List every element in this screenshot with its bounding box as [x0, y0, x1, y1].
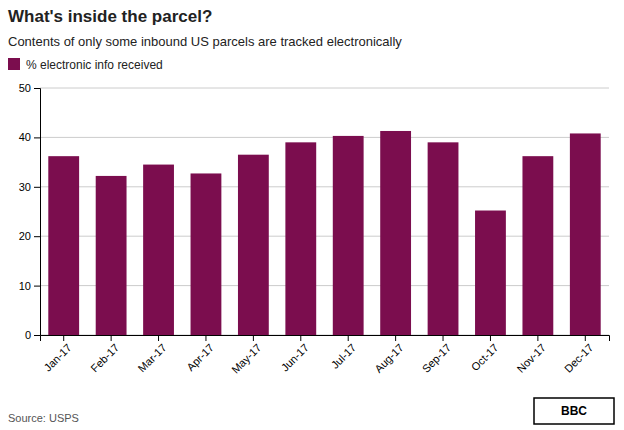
legend: % electronic info received [8, 58, 163, 72]
x-tick-label: Sep-17 [420, 341, 454, 375]
bar [333, 136, 364, 335]
x-tick-label: Jul-17 [329, 341, 359, 371]
y-tick: 0 [25, 329, 40, 341]
x-tick-label: Apr-17 [184, 341, 216, 373]
x-tick: May-17 [229, 335, 263, 376]
x-tick: Mar-17 [136, 335, 169, 374]
source: Source: USPS [8, 412, 79, 424]
x-tick-label: Mar-17 [136, 341, 169, 374]
plot: 0 10 20 30 40 50 Jan-17 Feb-17 Mar-17 Apr-17 May-1… [19, 82, 610, 376]
x-tick-mark [63, 335, 64, 341]
x-tick-mark [158, 335, 159, 341]
y-tick: 20 [19, 230, 40, 242]
x-tick-mark [253, 335, 254, 341]
y-tick-label: 50 [19, 82, 31, 94]
y-tick-mark [34, 137, 40, 138]
y-tick: 50 [19, 82, 40, 94]
x-tick: Sep-17 [420, 335, 454, 375]
x-tick-mark [585, 335, 586, 341]
subtitle: Contents of only some inbound US parcels… [8, 34, 402, 49]
bar [191, 173, 222, 335]
legend-label: % electronic info received [26, 58, 163, 72]
logo: BBC [534, 398, 614, 424]
x-tick: Dec-17 [562, 335, 596, 375]
title: What's inside the parcel? [8, 7, 212, 26]
x-tick-label: May-17 [229, 341, 263, 375]
x-tick: Jun-17 [279, 335, 311, 374]
x-tick-label: Dec-17 [562, 341, 596, 375]
x-tick-label: Oct-17 [469, 341, 501, 373]
y-tick-label: 30 [19, 181, 31, 193]
y-tick-label: 10 [19, 280, 31, 292]
x-axis-line [41, 336, 610, 342]
bar [380, 131, 411, 335]
x-tick-label: Nov-17 [514, 341, 548, 375]
x-tick-mark [537, 335, 538, 341]
bar [428, 142, 459, 335]
bar [570, 133, 601, 335]
x-tick-mark [443, 335, 444, 341]
x-tick-mark [111, 335, 112, 341]
bar [285, 142, 316, 335]
legend-swatch [8, 58, 20, 70]
logo-text: BBC [561, 404, 587, 418]
y-tick-mark [34, 335, 40, 336]
y-tick-label: 20 [19, 230, 31, 242]
x-axis: Jan-17 Feb-17 Mar-17 Apr-17 May-17 Jun-17 Jul-… [41, 335, 610, 376]
x-tick: Jul-17 [329, 335, 359, 371]
grid [40, 88, 609, 335]
y-tick: 40 [19, 131, 40, 143]
y-tick-label: 0 [25, 329, 31, 341]
legend-item: % electronic info received [8, 58, 163, 72]
grid-line [40, 88, 609, 89]
bars [48, 131, 600, 335]
x-tick-label: Jan-17 [42, 341, 74, 373]
y-tick: 10 [19, 280, 40, 292]
x-tick: Aug-17 [372, 335, 406, 375]
bar [475, 211, 506, 335]
x-tick-label: Aug-17 [372, 341, 406, 375]
bar [522, 156, 553, 335]
y-axis: 0 10 20 30 40 50 [19, 82, 41, 341]
chart: What's inside the parcel? Contents of onl… [0, 0, 624, 430]
x-tick-mark [490, 335, 491, 341]
bar [96, 176, 127, 335]
bar [48, 156, 79, 335]
y-axis-line [34, 89, 41, 336]
y-tick-mark [34, 286, 40, 287]
x-tick-label: Jun-17 [279, 341, 311, 373]
y-tick-mark [34, 88, 40, 89]
y-tick-mark [34, 236, 40, 237]
grid-line [40, 137, 609, 138]
x-tick-mark [348, 335, 349, 341]
x-tick-label: Feb-17 [88, 341, 121, 374]
x-tick: Nov-17 [514, 335, 548, 375]
bar [238, 155, 269, 335]
x-tick-mark [205, 335, 206, 341]
x-tick: Oct-17 [469, 335, 501, 373]
x-tick: Apr-17 [184, 335, 216, 373]
x-tick-mark [300, 335, 301, 341]
x-tick-mark [395, 335, 396, 341]
y-tick-label: 40 [19, 131, 31, 143]
bar [143, 165, 174, 335]
y-tick-mark [34, 187, 40, 188]
x-tick: Jan-17 [42, 335, 74, 374]
x-tick: Feb-17 [88, 335, 121, 374]
logo-box [534, 398, 614, 424]
y-tick: 30 [19, 181, 40, 193]
